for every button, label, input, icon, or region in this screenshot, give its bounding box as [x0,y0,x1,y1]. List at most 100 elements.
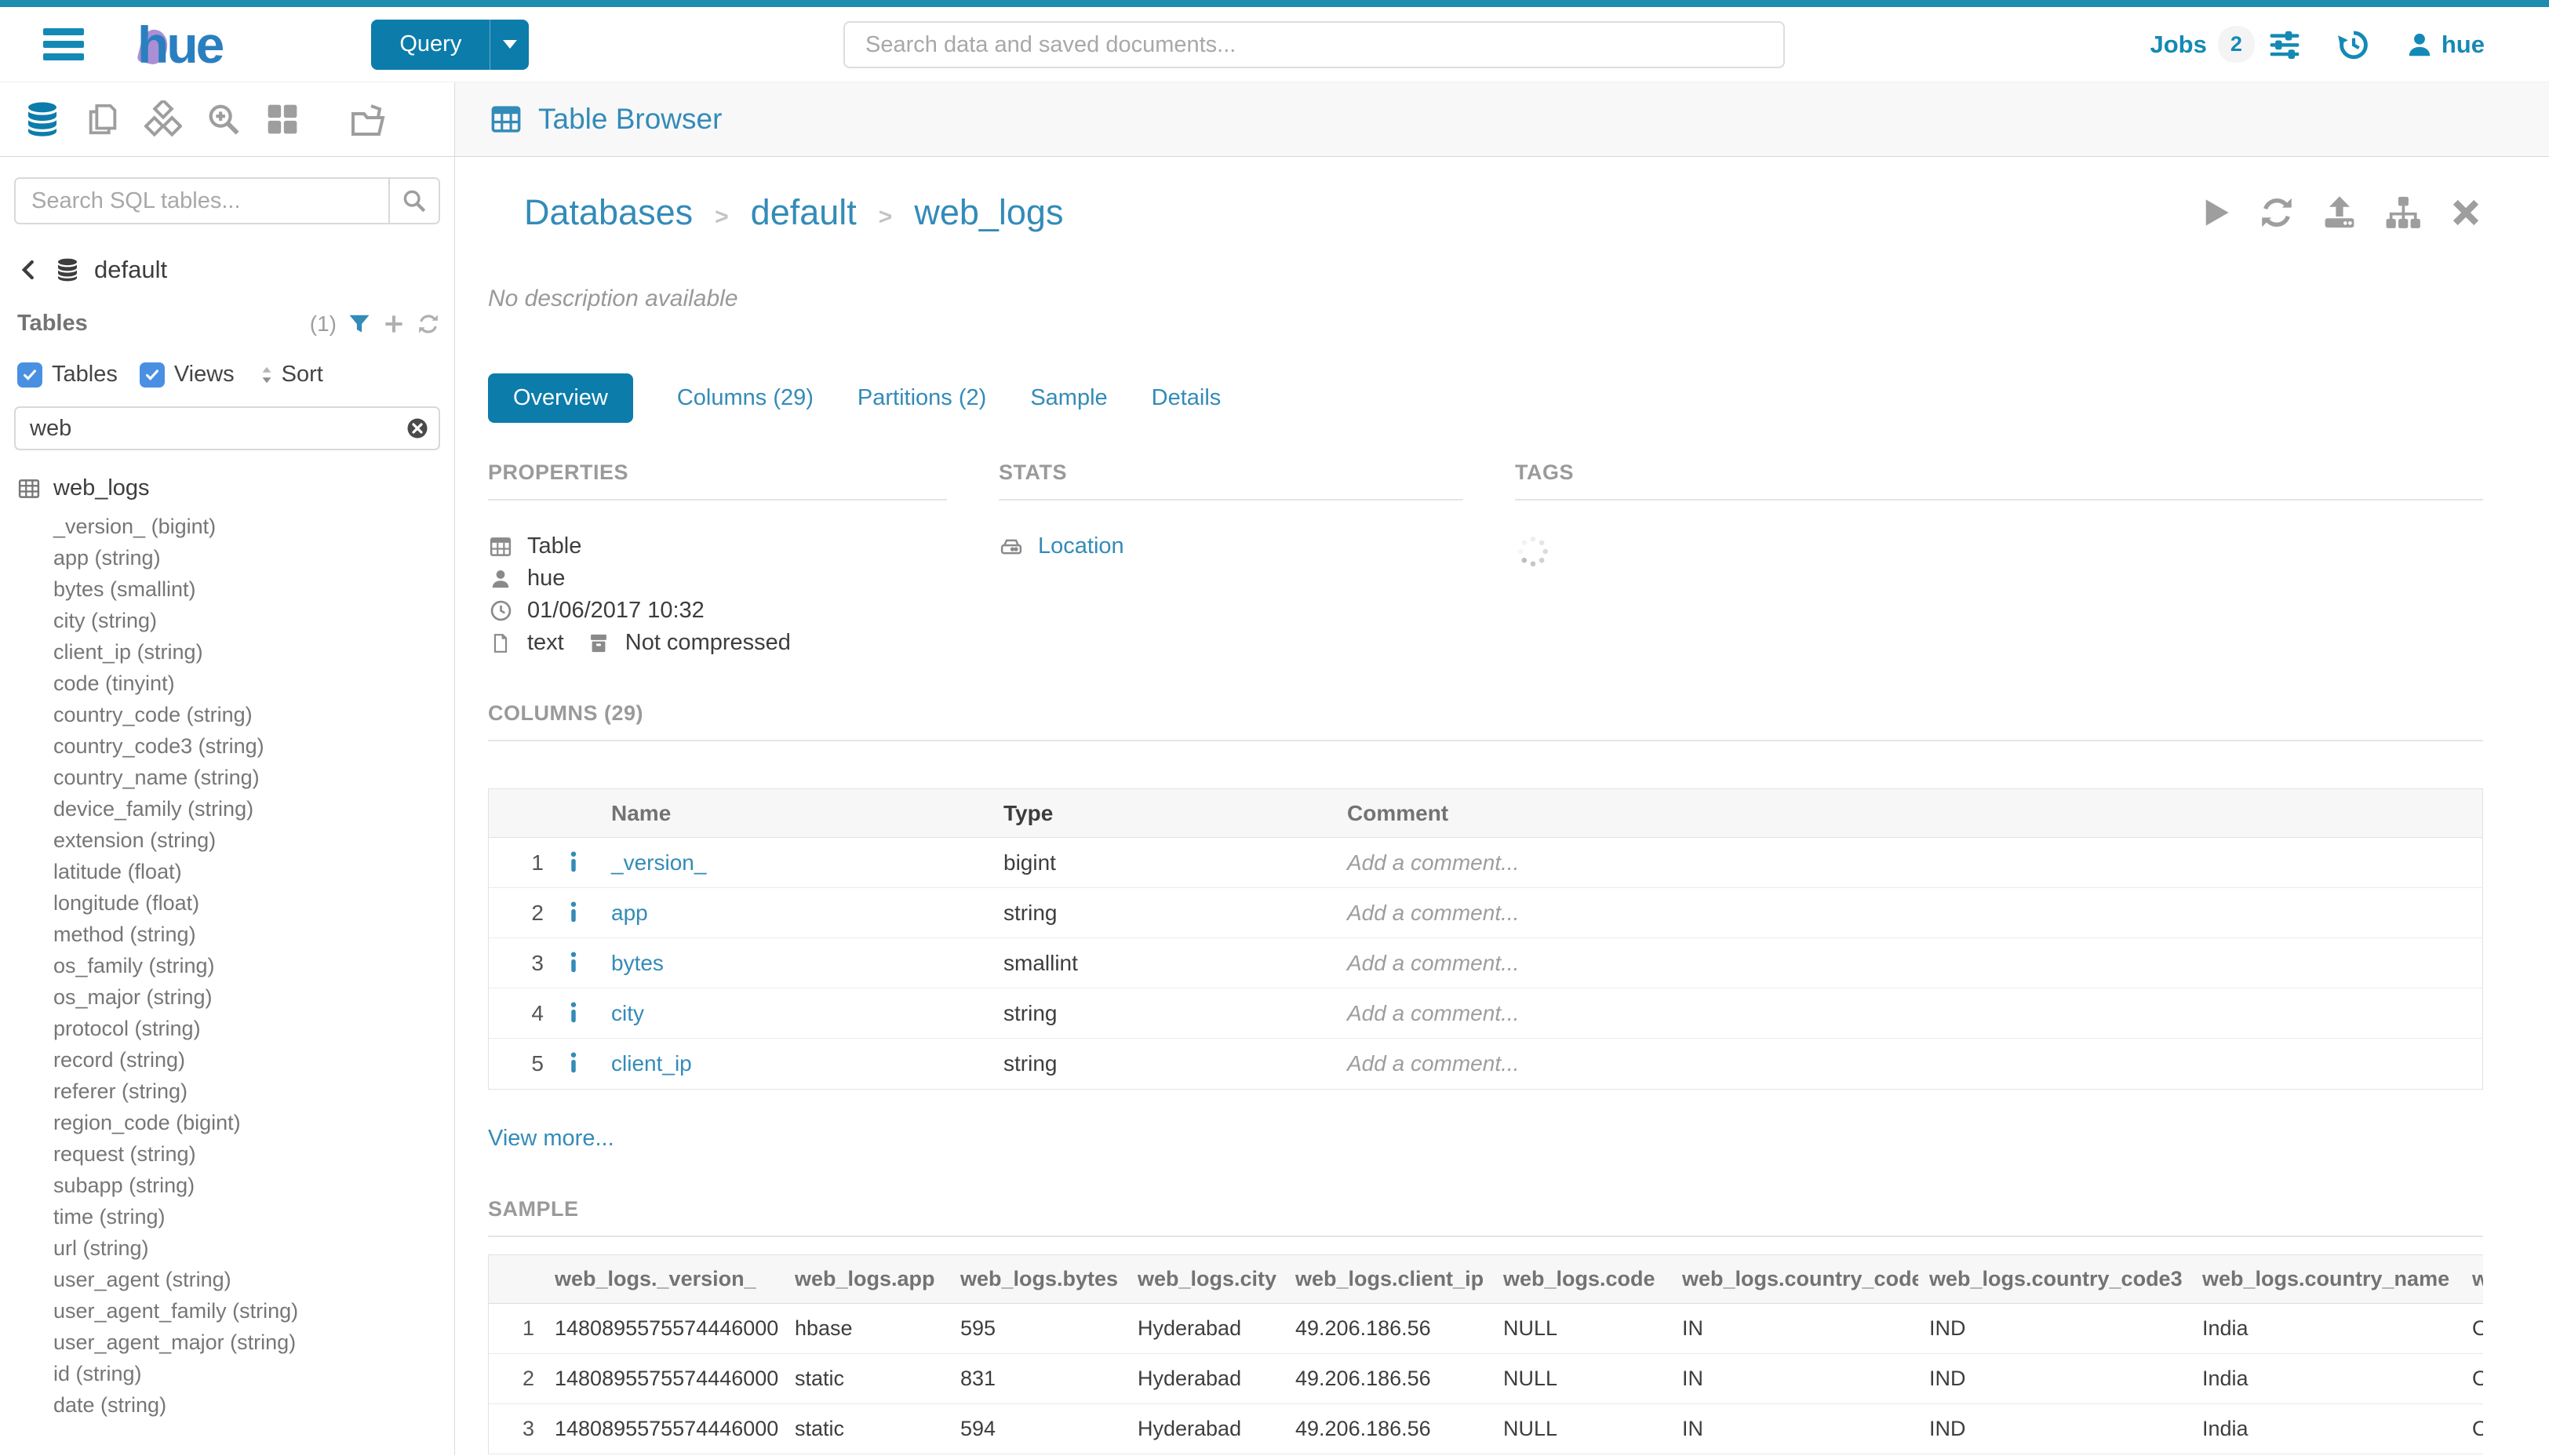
tab-columns[interactable]: Columns (29) [676,385,814,410]
view-more-link[interactable]: View more... [488,1126,614,1151]
column-name-link[interactable]: bytes [611,950,664,975]
column-comment[interactable]: Add a comment... [1347,850,1520,875]
query-dropdown-toggle[interactable] [490,19,529,70]
column-list-item[interactable]: code (tinyint) [53,672,175,695]
column-name-link[interactable]: app [611,900,648,925]
apps-grid-icon[interactable] [265,102,300,136]
column-list-item[interactable]: record (string) [53,1048,186,1072]
column-comment[interactable]: Add a comment... [1347,900,1520,925]
info-icon[interactable] [550,901,597,925]
column-list-item[interactable]: subapp (string) [53,1174,195,1197]
column-list-item[interactable]: os_major (string) [53,985,213,1009]
history-icon[interactable] [2336,28,2369,61]
info-icon[interactable] [550,1052,597,1076]
table-row: 1 _version_ bigint Add a comment... [489,838,2482,888]
sidebar: default Tables (1) Tables Views Sort [0,157,455,1455]
hamburger-menu-icon[interactable] [43,27,84,61]
tab-details[interactable]: Details [1151,385,1222,410]
tables-checkbox[interactable] [17,362,42,388]
close-icon[interactable] [2449,195,2483,230]
column-list-item[interactable]: user_agent (string) [53,1268,231,1291]
column-name-link[interactable]: client_ip [611,1051,692,1076]
column-list-item[interactable]: referer (string) [53,1079,188,1103]
hue-logo[interactable]: hue [133,19,224,71]
property-format-value: text [527,630,564,655]
column-list-item[interactable]: url (string) [53,1236,149,1260]
chevron-down-icon [502,40,517,49]
column-list-item[interactable]: country_code (string) [53,703,253,726]
filter-funnel-icon[interactable] [348,312,371,336]
table-filter-input[interactable] [14,406,440,450]
jobs-link[interactable]: Jobs [2150,30,2207,58]
current-database-label[interactable]: default [94,256,168,283]
lineage-sitemap-icon[interactable] [2384,195,2422,231]
property-created: 01/06/2017 10:32 [488,595,947,627]
tab-partitions[interactable]: Partitions (2) [857,385,987,410]
query-play-icon[interactable] [2199,195,2232,230]
column-list-item[interactable]: country_code3 (string) [53,734,264,758]
column-list-item[interactable]: city (string) [53,609,158,632]
sliders-icon[interactable] [2267,27,2302,62]
info-icon[interactable] [550,1002,597,1025]
column-comment[interactable]: Add a comment... [1347,1051,1520,1076]
sidebar-search-input[interactable] [16,179,388,223]
query-button-label[interactable]: Query [399,31,462,56]
column-comment[interactable]: Add a comment... [1347,1000,1520,1025]
column-list-item[interactable]: bytes (smallint) [53,577,196,601]
folder-documents-icon[interactable] [349,100,387,138]
query-button[interactable]: Query [371,19,530,70]
column-comment[interactable]: Add a comment... [1347,950,1520,975]
column-list-item[interactable]: user_agent_major (string) [53,1330,297,1354]
column-list-item[interactable]: client_ip (string) [53,640,203,664]
column-list-item[interactable]: protocol (string) [53,1017,201,1040]
info-icon[interactable] [550,851,597,875]
column-list-item[interactable]: extension (string) [53,828,217,852]
user-menu[interactable]: hue [2405,31,2485,59]
plus-icon[interactable] [382,312,406,336]
column-list-item[interactable]: app (string) [53,546,161,570]
sidebar-search-button[interactable] [388,179,439,223]
column-list-item[interactable]: time (string) [53,1205,166,1228]
column-list-item[interactable]: country_name (string) [53,766,260,789]
breadcrumb-default[interactable]: default [750,192,857,232]
database-icon[interactable] [24,100,61,138]
clear-filter-icon[interactable] [406,417,429,440]
sort-toggle[interactable]: Sort [257,362,323,388]
jobs-count-badge[interactable]: 2 [2217,26,2255,63]
upload-icon[interactable] [2321,195,2358,231]
refresh-icon[interactable] [2259,195,2295,231]
sidebar-search [14,177,440,224]
search-plus-icon[interactable] [206,101,242,137]
tab-overview[interactable]: Overview [488,373,633,423]
chevron-left-icon[interactable] [17,258,41,282]
column-list-item[interactable]: region_code (bigint) [53,1111,241,1134]
column-list-item[interactable]: device_family (string) [53,797,254,821]
refresh-icon[interactable] [417,312,440,336]
column-list-item[interactable]: _version_ (bigint) [53,515,217,538]
views-checkbox[interactable] [139,362,165,388]
column-list-item[interactable]: os_family (string) [53,954,215,977]
column-list-item[interactable]: date (string) [53,1393,167,1417]
documents-icon[interactable] [85,101,121,137]
column-name-link[interactable]: _version_ [611,850,707,875]
sample-cell: IN [1682,1417,1703,1440]
column-name-link[interactable]: city [611,1000,644,1025]
cubes-icon[interactable] [144,100,182,138]
breadcrumb-databases[interactable]: Databases [524,192,694,232]
tables-checkbox-label[interactable]: Tables [52,362,118,387]
global-search-input[interactable] [843,21,1785,68]
main-content: Databases default web_logs [455,157,2549,1455]
column-list-item[interactable]: user_agent_family (string) [53,1299,299,1323]
breadcrumb-web-logs[interactable]: web_logs [914,192,1064,232]
column-list-item[interactable]: method (string) [53,923,196,946]
column-list-item[interactable]: latitude (float) [53,860,182,883]
tab-sample[interactable]: Sample [1030,385,1108,410]
views-checkbox-label[interactable]: Views [173,362,235,387]
column-list-item[interactable]: id (string) [53,1362,142,1385]
column-list-item[interactable]: longitude (float) [53,891,200,915]
table-item-web-logs[interactable]: web_logs [14,475,440,501]
sample-cell: 1 [522,1316,534,1340]
column-list-item[interactable]: request (string) [53,1142,196,1166]
info-icon[interactable] [550,952,597,975]
location-link[interactable]: Location [1038,533,1124,559]
